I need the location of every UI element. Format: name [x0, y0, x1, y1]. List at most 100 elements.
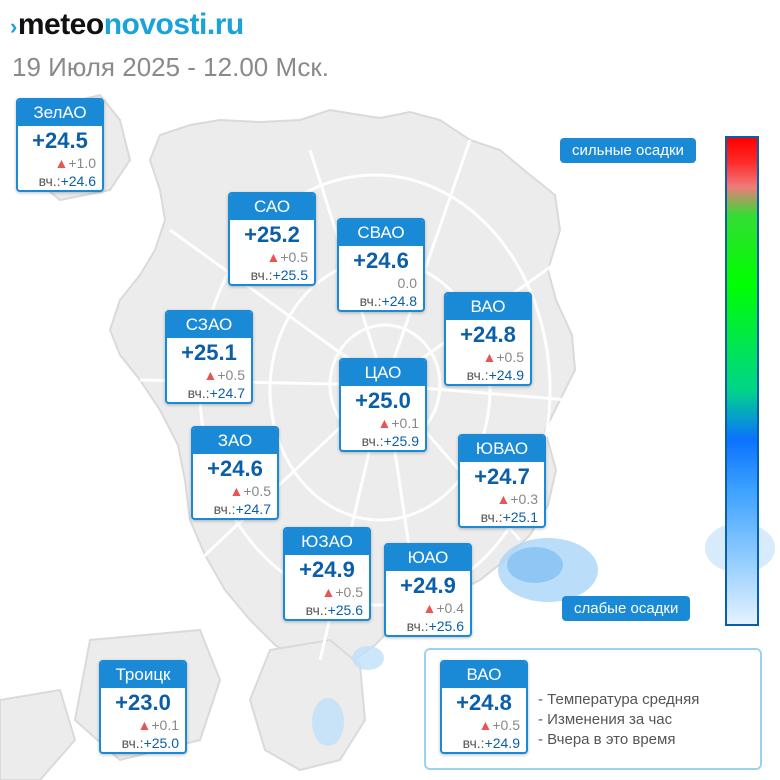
hourly-change: ▲+1.0 — [18, 154, 102, 172]
district-name: ВАО — [442, 662, 526, 688]
triangle-up-icon: ▲ — [203, 367, 218, 383]
triangle-up-icon: ▲ — [321, 584, 336, 600]
hourly-change-value: +0.5 — [280, 249, 308, 265]
yesterday-label: вч.: — [213, 501, 236, 517]
yesterday-label: вч.: — [466, 367, 489, 383]
yesterday-temp: вч.:+25.9 — [341, 432, 425, 450]
district-name: Троицк — [101, 662, 185, 688]
yesterday-label: вч.: — [250, 267, 273, 283]
yesterday-label: вч.: — [359, 293, 382, 309]
yesterday-temp: вч.:+25.6 — [386, 617, 470, 635]
hourly-change: ▲+0.5 — [446, 348, 530, 366]
site-logo[interactable]: ›meteonovosti.ru — [10, 8, 244, 42]
temperature-avg: +24.5 — [32, 128, 88, 153]
legend-line-hourly-change: - Изменения за час — [538, 711, 673, 728]
hourly-change-value: +0.5 — [243, 483, 271, 499]
hourly-change-value: +0.1 — [391, 415, 419, 431]
yesterday-label: вч.: — [462, 735, 485, 751]
yesterday-label: вч.: — [38, 173, 61, 189]
yesterday-value: +24.6 — [60, 173, 96, 189]
hourly-change-value: +0.5 — [496, 349, 524, 365]
district-name: СЗАО — [167, 312, 251, 338]
temperature-avg: +25.1 — [181, 340, 237, 365]
hourly-change: ▲+0.5 — [167, 366, 251, 384]
district-name: ЗелАО — [18, 100, 102, 126]
triangle-up-icon: ▲ — [229, 483, 244, 499]
temperature-avg: +24.6 — [207, 456, 263, 481]
logo-text-part1: meteo — [17, 8, 104, 41]
hourly-change-value: +0.1 — [151, 717, 179, 733]
hourly-change: ▲+0.3 — [460, 490, 544, 508]
yesterday-value: +24.7 — [235, 501, 271, 517]
forecast-date: 19 Июля 2025 - 12.00 Мск. — [12, 52, 330, 82]
triangle-up-icon: ▲ — [496, 491, 511, 507]
yesterday-label: вч.: — [305, 602, 328, 618]
district-card-yuzao: ЮЗАО +24.9 ▲+0.5 вч.:+25.6 — [283, 527, 371, 621]
yesterday-value: +24.9 — [484, 735, 520, 751]
district-name: САО — [230, 194, 314, 220]
district-name: СВАО — [339, 220, 423, 246]
hourly-change-value: +0.5 — [492, 717, 520, 733]
temperature-avg: +23.0 — [115, 690, 171, 715]
precipitation-color-scale — [725, 136, 759, 626]
district-card-zelao: ЗелАО +24.5 ▲+1.0 вч.:+24.6 — [16, 98, 104, 192]
legend-descriptions: - Температура средняя - Изменения за час… — [538, 690, 699, 750]
yesterday-label: вч.: — [406, 618, 429, 634]
yesterday-value: +25.6 — [327, 602, 363, 618]
temperature-avg: +25.2 — [244, 222, 300, 247]
yesterday-temp: вч.:+24.7 — [167, 384, 251, 402]
hourly-change: 0.0 — [339, 274, 423, 292]
yesterday-temp: вч.:+24.9 — [442, 734, 526, 752]
triangle-up-icon: ▲ — [422, 600, 437, 616]
district-card-svao: СВАО +24.6 0.0 вч.:+24.8 — [337, 218, 425, 312]
yesterday-temp: вч.:+24.7 — [193, 500, 277, 518]
yesterday-value: +25.6 — [428, 618, 464, 634]
yesterday-value: +25.1 — [502, 509, 538, 525]
triangle-up-icon: ▲ — [137, 717, 152, 733]
yesterday-temp: вч.:+25.6 — [285, 601, 369, 619]
temperature-avg: +24.6 — [353, 248, 409, 273]
yesterday-temp: вч.:+25.1 — [460, 508, 544, 526]
yesterday-temp: вч.:+25.5 — [230, 266, 314, 284]
triangle-up-icon: ▲ — [54, 155, 69, 171]
triangle-up-icon: ▲ — [482, 349, 497, 365]
hourly-change: ▲+0.1 — [101, 716, 185, 734]
logo-mark-icon: › — [10, 14, 17, 39]
temperature-avg: +24.8 — [456, 690, 512, 715]
hourly-change-value: +0.3 — [510, 491, 538, 507]
hourly-change-value: 0.0 — [397, 275, 417, 291]
district-card-yuao: ЮАО +24.9 ▲+0.4 вч.:+25.6 — [384, 543, 472, 637]
district-card-sao: САО +25.2 ▲+0.5 вч.:+25.5 — [228, 192, 316, 286]
yesterday-label: вч.: — [187, 385, 210, 401]
district-name: ЦАО — [341, 360, 425, 386]
yesterday-value: +24.8 — [381, 293, 417, 309]
hourly-change-value: +0.5 — [217, 367, 245, 383]
triangle-up-icon: ▲ — [478, 717, 493, 733]
district-name: ЮАО — [386, 545, 470, 571]
district-card-vao: ВАО +24.8 ▲+0.5 вч.:+24.9 — [444, 292, 532, 386]
legend-line-avg-temp: - Температура средняя — [538, 691, 700, 708]
hourly-change: ▲+0.5 — [193, 482, 277, 500]
yesterday-value: +24.7 — [209, 385, 245, 401]
yesterday-value: +24.9 — [488, 367, 524, 383]
district-card-cao: ЦАО +25.0 ▲+0.1 вч.:+25.9 — [339, 358, 427, 452]
yesterday-value: +25.5 — [272, 267, 308, 283]
district-name: ЗАО — [193, 428, 277, 454]
temperature-avg: +24.7 — [474, 464, 530, 489]
district-card-zao: ЗАО +24.6 ▲+0.5 вч.:+24.7 — [191, 426, 279, 520]
yesterday-label: вч.: — [121, 735, 144, 751]
district-card-yuvao: ЮВАО +24.7 ▲+0.3 вч.:+25.1 — [458, 434, 546, 528]
hourly-change-value: +1.0 — [68, 155, 96, 171]
triangle-up-icon: ▲ — [377, 415, 392, 431]
hourly-change-value: +0.5 — [335, 584, 363, 600]
triangle-up-icon: ▲ — [266, 249, 281, 265]
scale-label-heavy: сильные осадки — [560, 138, 696, 163]
legend-sample-card: ВАО +24.8 ▲+0.5 вч.:+24.9 — [440, 660, 528, 754]
temperature-avg: +24.9 — [299, 557, 355, 582]
hourly-change: ▲+0.5 — [285, 583, 369, 601]
legend-panel: ВАО +24.8 ▲+0.5 вч.:+24.9 - Температура … — [424, 648, 762, 770]
district-name: ЮВАО — [460, 436, 544, 462]
district-card-troitsk: Троицк +23.0 ▲+0.1 вч.:+25.0 — [99, 660, 187, 754]
yesterday-temp: вч.:+24.9 — [446, 366, 530, 384]
hourly-change: ▲+0.5 — [230, 248, 314, 266]
